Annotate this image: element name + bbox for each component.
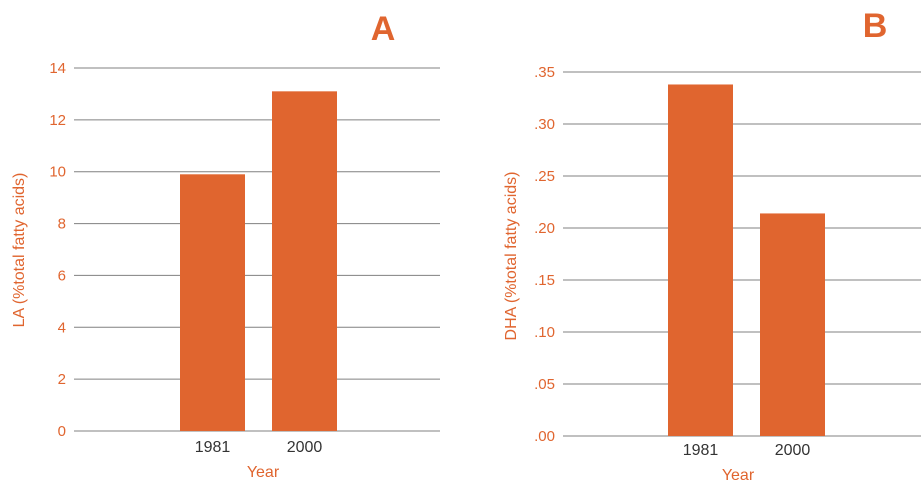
chart-2-panel-label: B xyxy=(863,7,888,45)
chart-1-panel-label: A xyxy=(371,10,396,48)
chart-1-ytick-label: 10 xyxy=(49,164,66,181)
chart-1-xlabel: Year xyxy=(247,464,280,481)
chart-2-ytick-label: .30 xyxy=(534,116,555,133)
chart-2-bar-2000 xyxy=(760,213,825,436)
chart-1-ytick-label: 2 xyxy=(58,371,66,388)
chart-1-bar-2000 xyxy=(272,91,337,431)
chart-2-category-label: 2000 xyxy=(775,442,811,459)
chart-1-ytick-label: 8 xyxy=(58,216,66,233)
chart-1-category-label: 2000 xyxy=(287,439,323,456)
chart-2-ytick-label: .25 xyxy=(534,168,555,185)
chart-2-ytick-label: .15 xyxy=(534,272,555,289)
chart-2-xlabel: Year xyxy=(722,467,755,484)
chart-1-ytick-label: 14 xyxy=(49,60,66,77)
chart-2-ytick-label: .00 xyxy=(534,428,555,445)
chart-2-bar-1981 xyxy=(668,84,733,436)
chart-1-ytick-label: 0 xyxy=(58,423,66,440)
chart-2-category-label: 1981 xyxy=(683,442,719,459)
chart-1-ytick-label: 6 xyxy=(58,267,66,284)
chart-2-panel: .00 .05 .10 .15 .20 .25 .30 .35 1981 2000 Year DHA … xyxy=(503,7,921,484)
chart-1-ytick-label: 4 xyxy=(58,319,66,336)
chart-1-bar-1981 xyxy=(180,174,245,432)
chart-1-ylabel: LA (%total fatty acids) xyxy=(11,173,28,328)
chart-1-ytick-label: 12 xyxy=(49,112,66,129)
chart-1-category-label: 1981 xyxy=(195,439,231,456)
chart-2-ylabel: DHA (%total fatty acids) xyxy=(503,172,520,341)
chart-1-panel: 0 2 4 6 8 10 12 14 1981 2000 Year LA (%total fatty … xyxy=(11,10,440,481)
chart-2-ytick-label: .35 xyxy=(534,64,555,81)
chart-2-ytick-label: .05 xyxy=(534,376,555,393)
chart-2-ytick-label: .20 xyxy=(534,220,555,237)
chart-2-ytick-label: .10 xyxy=(534,324,555,341)
